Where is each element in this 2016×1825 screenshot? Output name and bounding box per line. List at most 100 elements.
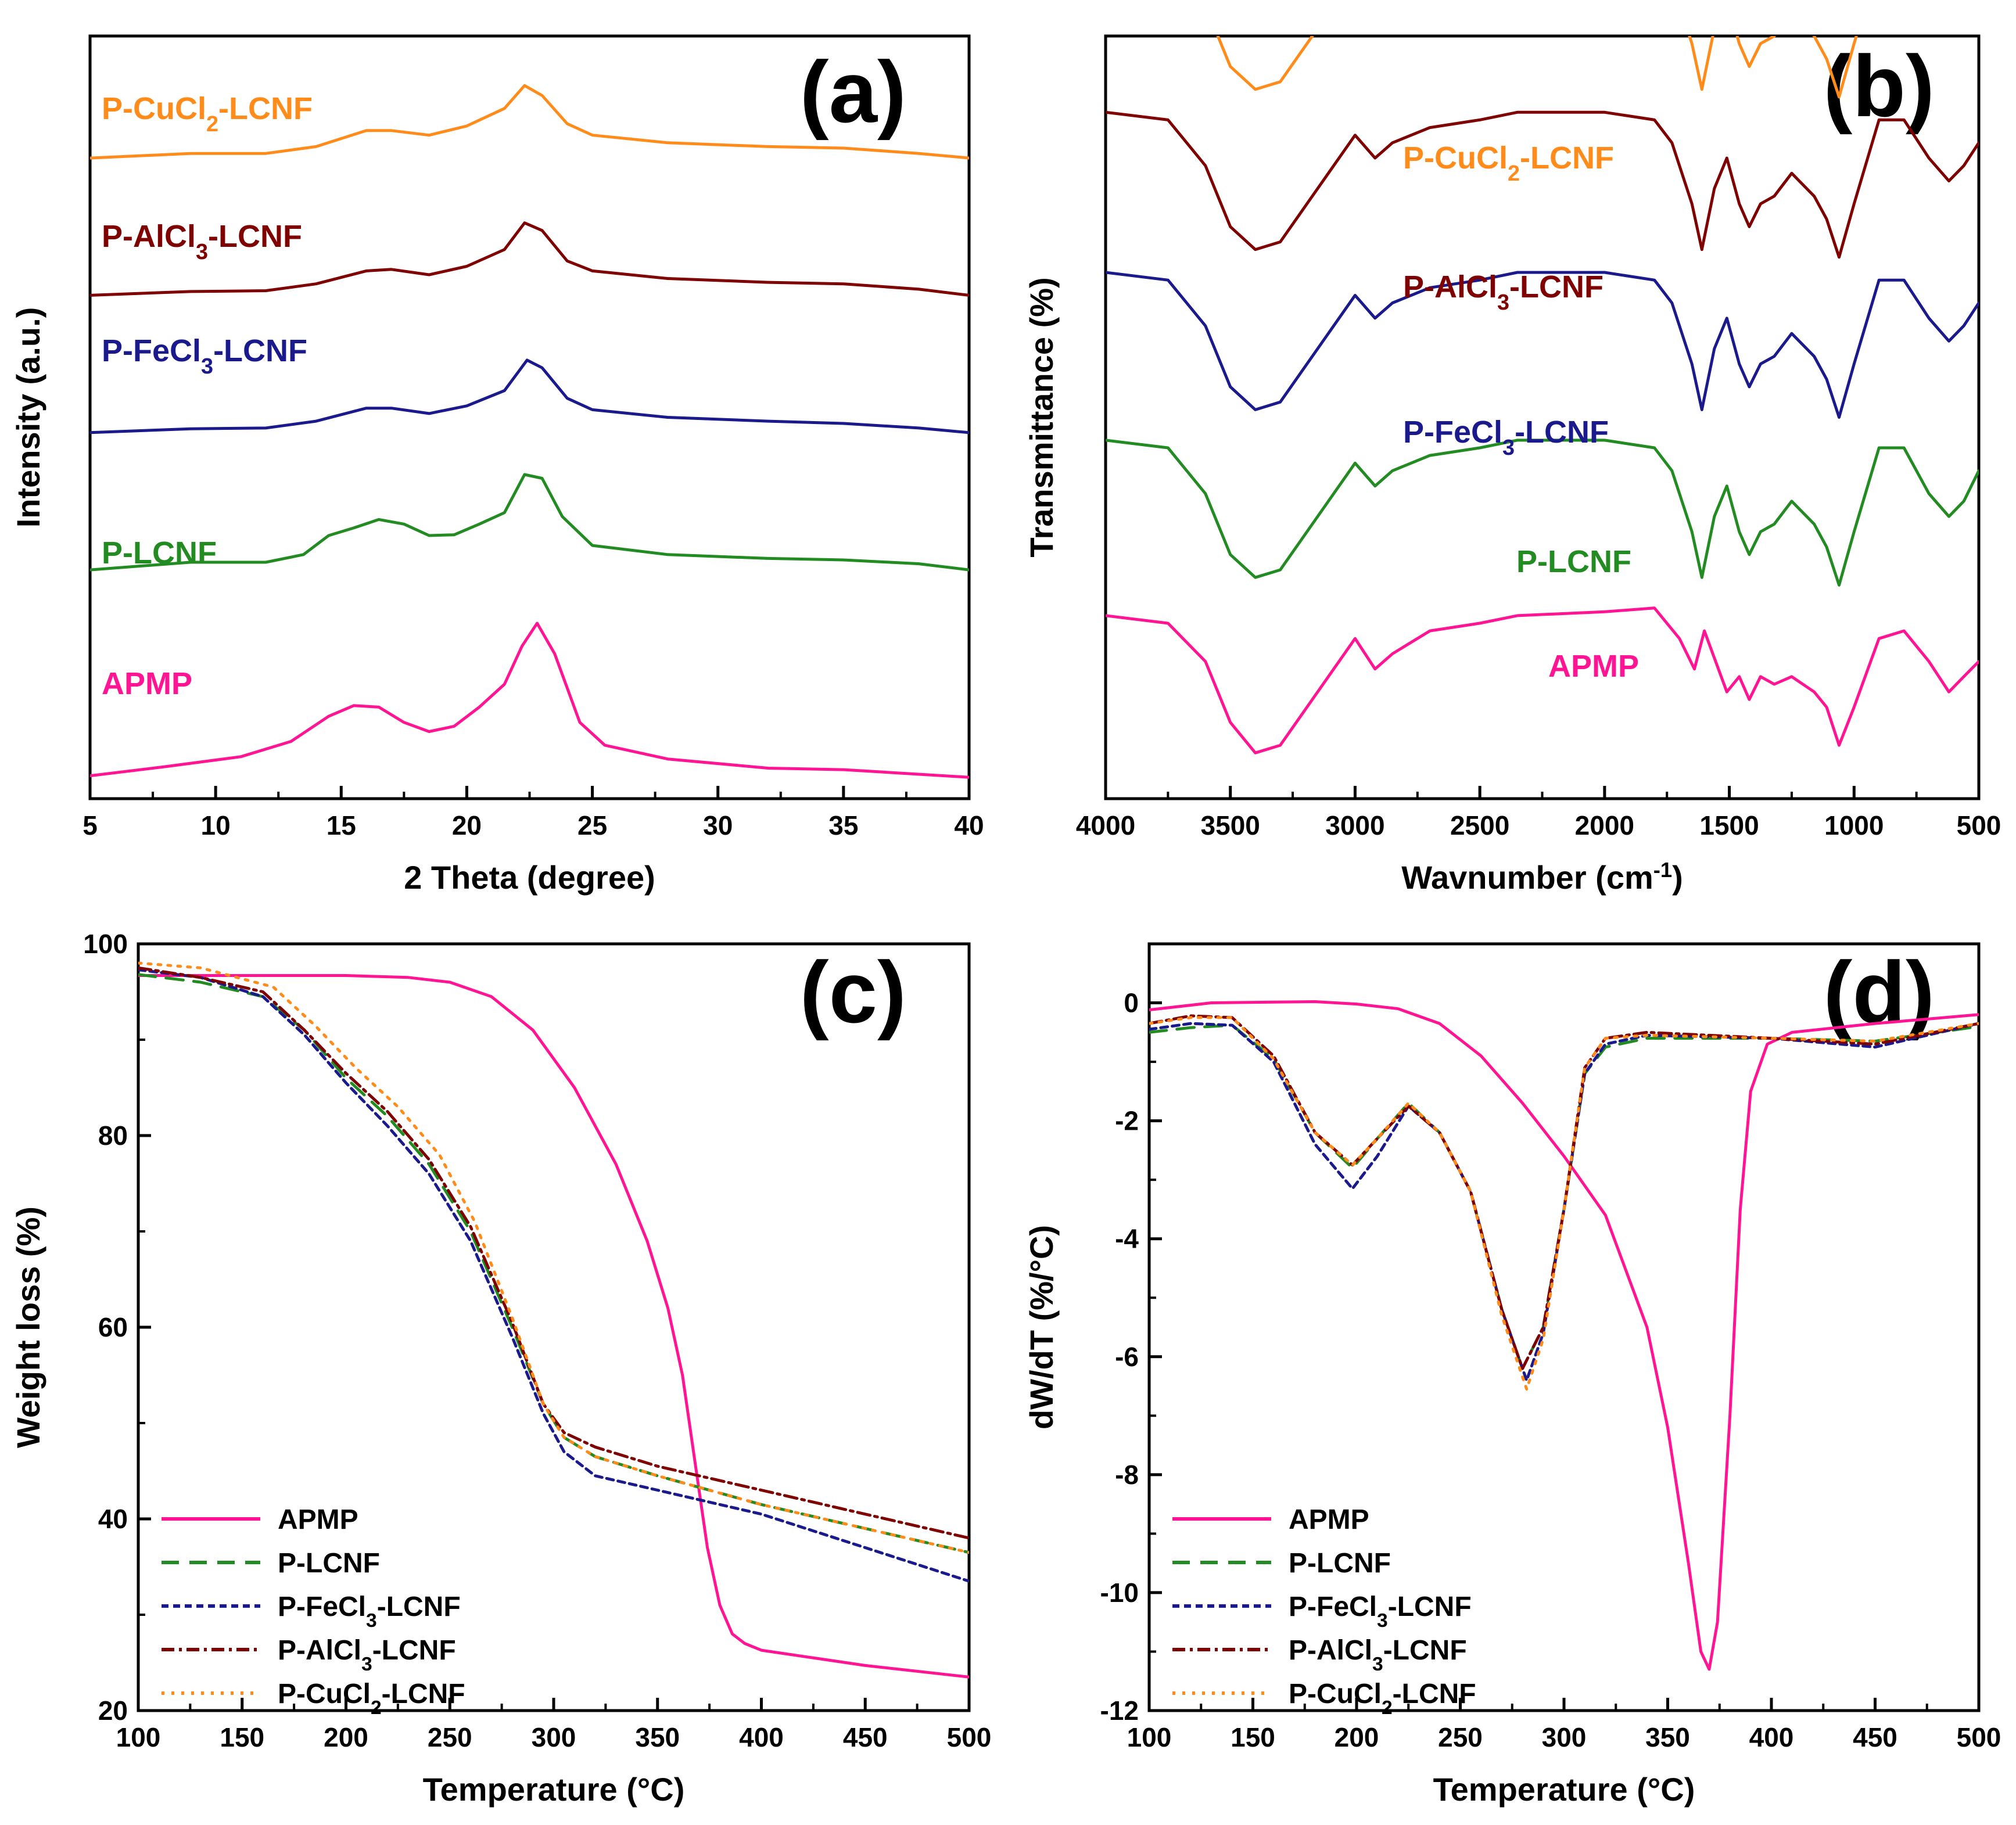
series-label: P-CuCl2-LCNF	[102, 91, 313, 136]
series-label: P-FeCl3-LCNF	[1403, 415, 1609, 460]
x-tick-label: 400	[1749, 1722, 1794, 1752]
series-label: P-AlCl3-LCNF	[102, 219, 302, 264]
series-line-p-fecl3-lcnf	[1106, 271, 1979, 419]
series-line-p-lcnf	[90, 473, 969, 572]
x-tick-label: 200	[324, 1722, 368, 1752]
series-line-p-alcl3-lcnf	[138, 966, 969, 1540]
series-line-apmp	[1106, 606, 1979, 755]
legend-entry: APMP	[1289, 1504, 1369, 1535]
series-line-apmp	[1149, 1000, 1979, 1671]
x-tick-label: 450	[1853, 1722, 1897, 1752]
y-tick-label: -2	[1115, 1106, 1139, 1136]
y-tick-label: 0	[1124, 988, 1139, 1018]
series-label: P-FeCl3-LCNF	[102, 333, 307, 379]
chart-panel-c: 100 150 200 250 300 350 400 450 500 20 40 60 80 100 Te…	[10, 929, 991, 1808]
x-tick-label: 20	[452, 810, 482, 840]
legend-entry: P-LCNF	[278, 1548, 380, 1579]
x-tick-label: 100	[116, 1722, 161, 1752]
y-axis-label: dW/dT (%/°C)	[1023, 1225, 1060, 1429]
series-label: P-LCNF	[1516, 544, 1631, 579]
series-line-p-fecl3-lcnf	[90, 358, 969, 434]
y-axis-label: Intensity (a.u.)	[10, 307, 46, 528]
series-line-p-cucl2-lcnf	[1149, 1016, 1979, 1391]
y-tick-label: -10	[1100, 1578, 1139, 1608]
x-tick-label: 40	[954, 810, 984, 840]
y-tick-label: 80	[98, 1120, 128, 1151]
panel-label: (c)	[800, 943, 906, 1041]
y-tick-label: 60	[98, 1312, 128, 1342]
legend-entry: P-LCNF	[1289, 1548, 1391, 1579]
series-line-p-alcl3-lcnf	[1106, 110, 1979, 259]
x-tick-label: 250	[1438, 1722, 1483, 1752]
series-label: APMP	[1548, 649, 1639, 684]
x-tick-label: 500	[947, 1722, 992, 1752]
x-tick-label: 25	[577, 810, 607, 840]
x-tick-label: 3000	[1325, 810, 1384, 840]
legend-entry: P-AlCl3-LCNF	[278, 1635, 456, 1675]
x-tick-label: 3500	[1201, 810, 1260, 840]
x-tick-label: 200	[1335, 1722, 1379, 1752]
series-line-apmp	[138, 974, 969, 1679]
x-tick-label: 35	[828, 810, 858, 840]
x-tick-label: 400	[739, 1722, 784, 1752]
y-tick-label: 100	[83, 929, 128, 959]
legend-entry: APMP	[278, 1504, 358, 1535]
x-axis-label: 2 Theta (degree)	[404, 859, 655, 896]
legend-entry: P-FeCl3-LCNF	[1289, 1592, 1472, 1632]
chart-panel-d: 100 150 200 250 300 350 400 450 500 -12 -10 -8 -6 -4 -…	[1023, 942, 2001, 1808]
y-tick-label: 20	[98, 1695, 128, 1726]
x-tick-label: 150	[1231, 1722, 1275, 1752]
x-tick-label: 1500	[1699, 810, 1759, 840]
x-tick-label: 500	[1957, 810, 2001, 840]
x-tick-label: 2000	[1575, 810, 1634, 840]
series-label: APMP	[102, 666, 192, 701]
x-tick-label: 15	[327, 810, 356, 840]
series-line-p-cucl2-lcnf	[90, 84, 969, 160]
series-line-p-cucl2-lcnf	[138, 961, 969, 1554]
series-label: P-LCNF	[102, 536, 217, 570]
x-tick-label: 5	[82, 810, 98, 840]
x-tick-label: 300	[532, 1722, 576, 1752]
series-line-p-alcl3-lcnf	[90, 221, 969, 297]
y-axis-label: Transmittance (%)	[1023, 277, 1060, 557]
y-tick-label: -6	[1115, 1342, 1139, 1372]
legend-entry: P-CuCl2-LCNF	[1289, 1679, 1476, 1719]
x-axis-label: Temperature (°C)	[1433, 1771, 1695, 1808]
y-tick-label: -4	[1115, 1224, 1139, 1254]
panel-label: (a)	[800, 43, 906, 141]
series-label: P-CuCl2-LCNF	[1403, 141, 1614, 186]
plot-frame	[88, 34, 971, 800]
x-tick-label: 2500	[1450, 810, 1509, 840]
y-tick-label: -12	[1100, 1695, 1139, 1726]
series-line-apmp	[90, 621, 969, 779]
series-line-p-alcl3-lcnf	[1149, 1014, 1979, 1370]
legend-entry: P-CuCl2-LCNF	[278, 1679, 465, 1719]
x-tick-label: 450	[843, 1722, 888, 1752]
legend-entry: P-FeCl3-LCNF	[278, 1592, 461, 1632]
x-tick-label: 1000	[1824, 810, 1884, 840]
x-tick-label: 500	[1957, 1722, 2001, 1752]
x-axis-label: Temperature (°C)	[423, 1771, 685, 1808]
x-tick-label: 350	[635, 1722, 680, 1752]
series-line-p-fecl3-lcnf	[138, 968, 969, 1583]
x-tick-label: 10	[201, 810, 231, 840]
x-tick-label: 4000	[1076, 810, 1135, 840]
series-line-p-lcnf	[1106, 439, 1979, 587]
series-label: P-AlCl3-LCNF	[1403, 270, 1604, 315]
y-axis-label: Weight loss (%)	[10, 1206, 46, 1448]
x-tick-label: 150	[220, 1722, 264, 1752]
x-tick-label: 250	[428, 1722, 472, 1752]
legend-entry: P-AlCl3-LCNF	[1289, 1635, 1467, 1675]
series-line-p-cucl2-lcnf	[1216, 36, 1858, 99]
x-tick-label: 30	[703, 810, 733, 840]
x-tick-label: 100	[1127, 1722, 1172, 1752]
chart-panel-a: 5 10 15 20 25 30 35 40 2 Theta (degree) Intensity…	[10, 34, 984, 896]
x-tick-label: 350	[1645, 1722, 1690, 1752]
y-tick-label: 40	[98, 1504, 128, 1534]
chart-panel-b: 4000 3500 3000 2500 2000 1500 1000 500 Wavnumber…	[1023, 34, 2001, 896]
y-tick-label: -8	[1115, 1460, 1139, 1490]
series-line-p-lcnf	[1149, 1023, 1979, 1370]
x-tick-label: 300	[1542, 1722, 1587, 1752]
x-axis-label: Wavnumber (cm-1)	[1401, 858, 1683, 896]
